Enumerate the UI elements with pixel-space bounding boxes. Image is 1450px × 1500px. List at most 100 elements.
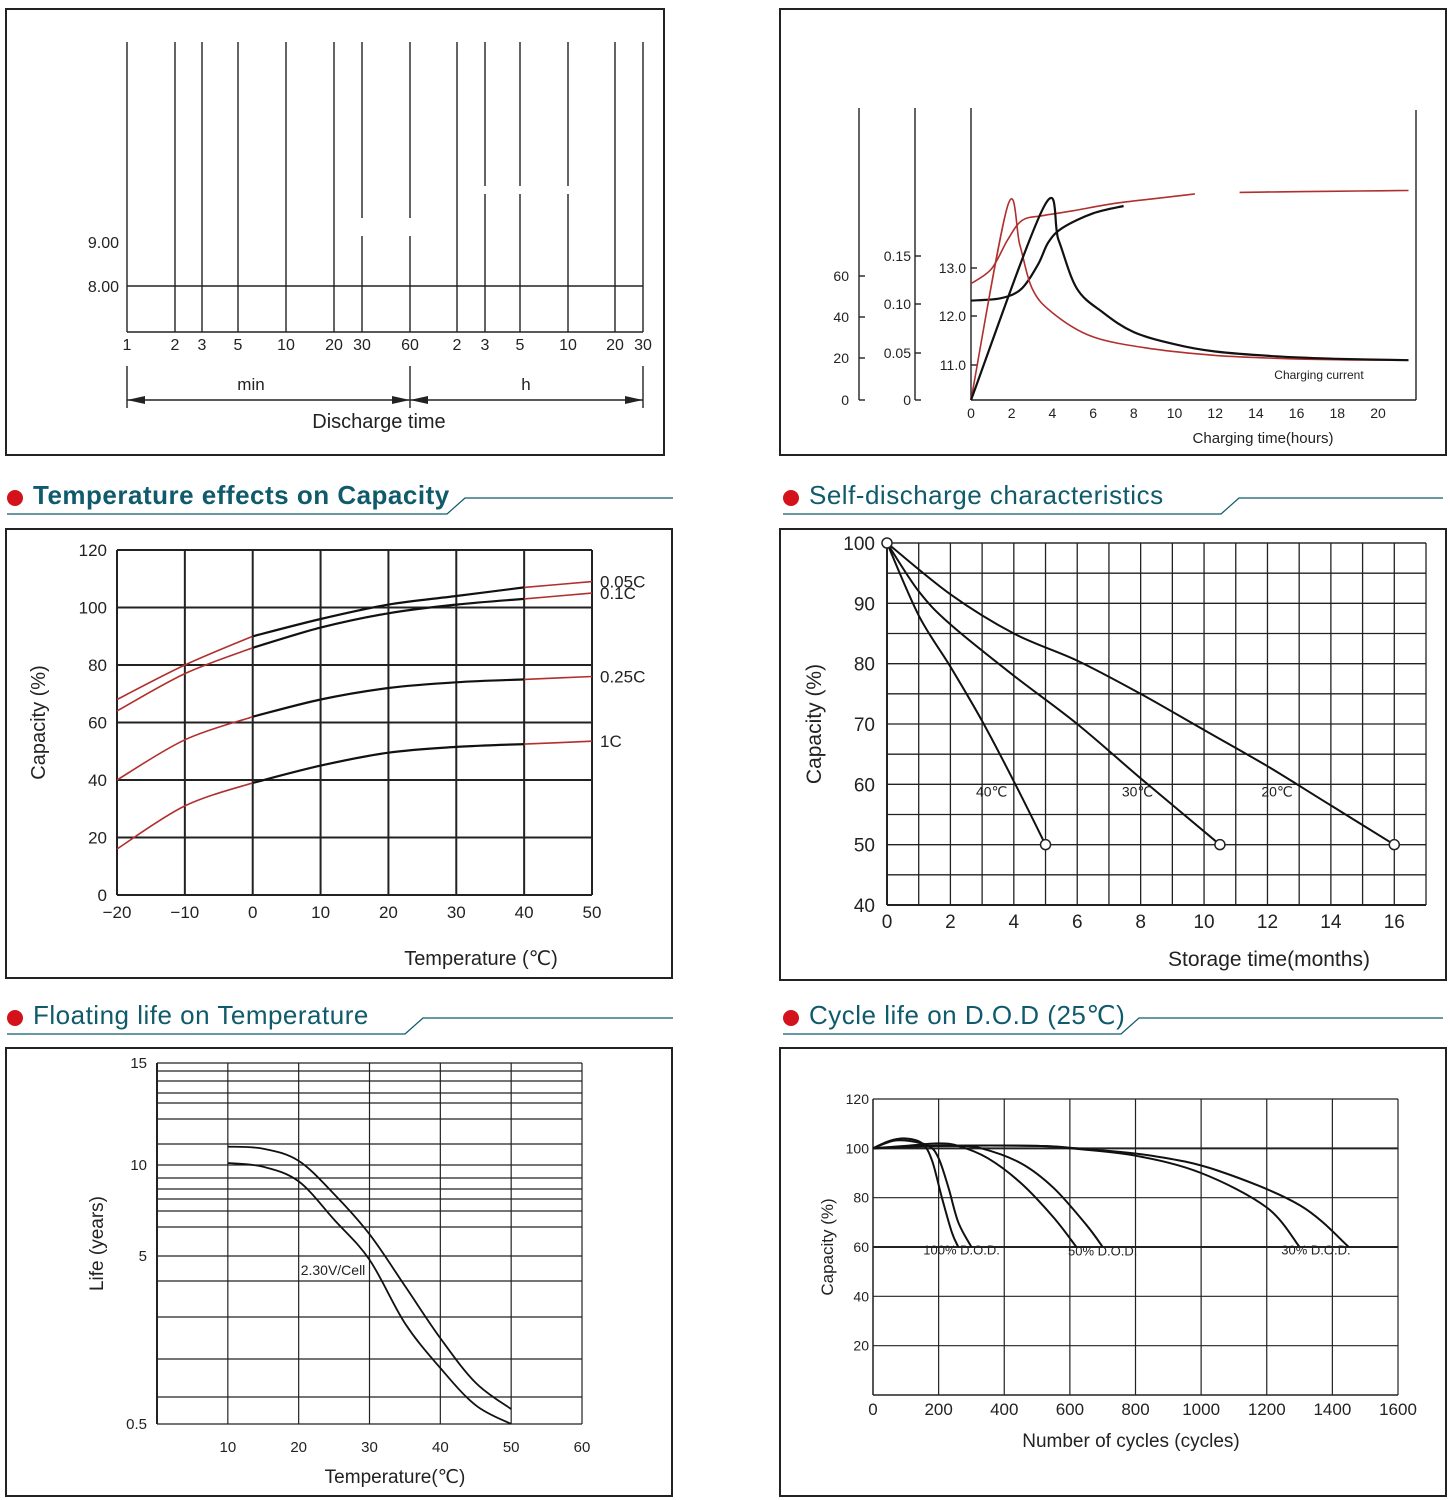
y-tick-label: 8.00 <box>88 279 119 296</box>
bullet-dot <box>7 490 23 506</box>
series-label: 20℃ <box>1261 783 1292 799</box>
y-tick-label: 100 <box>843 534 875 555</box>
series-line <box>872 1137 960 1248</box>
x-axis-title: Charging time(hours) <box>1193 430 1334 447</box>
arrow-head <box>410 396 428 404</box>
x-tick-label: 50 <box>583 903 602 922</box>
title-underline <box>7 1017 673 1035</box>
y-tick-label: 60 <box>833 268 849 284</box>
x-axis-title: Number of cycles (cycles) <box>1022 1431 1240 1452</box>
series-line <box>252 597 525 649</box>
x-tick-label: 3 <box>198 337 207 354</box>
title-underline <box>783 497 1443 515</box>
series-line <box>227 1162 512 1425</box>
x-tick-label: 20 <box>290 1439 307 1456</box>
section-title-self-discharge: Self-discharge characteristics <box>783 480 1443 520</box>
y-tick-label: 70 <box>854 715 875 736</box>
x-tick-label: 8 <box>1135 912 1146 933</box>
series-line <box>969 196 1409 401</box>
series-line <box>252 743 525 784</box>
x-tick-label: 600 <box>1056 1400 1084 1419</box>
y-tick-label: 0.10 <box>884 296 911 312</box>
x-tick-label: 40 <box>432 1439 449 1456</box>
x-tick-label: 2 <box>171 337 180 354</box>
x-tick-label: 60 <box>574 1439 591 1456</box>
series-line <box>116 782 253 850</box>
x-tick-label: 0 <box>967 405 975 421</box>
series-label: 30% D.O.D. <box>1281 1242 1350 1257</box>
y-tick-label: 80 <box>854 655 875 676</box>
x-tick-label: 2 <box>945 912 956 933</box>
y-tick-label: 0 <box>841 392 849 408</box>
x-tick-label: 12 <box>1207 405 1223 421</box>
x-axis-title: Temperature (℃) <box>404 948 558 970</box>
series-line <box>886 542 1047 846</box>
x-tick-label: 10 <box>559 337 577 354</box>
annotation-charging-current: Charging current <box>1274 368 1364 382</box>
series-end-marker <box>1388 838 1401 851</box>
series-line <box>524 740 593 745</box>
series-end-marker <box>1214 838 1226 851</box>
y-tick-label: 60 <box>854 775 875 796</box>
y-tick-label: 10 <box>130 1157 147 1174</box>
section-title-label: Self-discharge characteristics <box>809 480 1164 510</box>
x-axis-title: Discharge time <box>312 411 445 433</box>
series-line <box>872 1144 1104 1248</box>
series-line <box>524 580 593 589</box>
y-tick-label: 50 <box>854 836 875 857</box>
series-line <box>524 675 593 681</box>
y-tick-label: 40 <box>854 896 875 917</box>
x-tick-label: −20 <box>103 903 132 922</box>
series-line <box>872 1142 1078 1248</box>
series-label: 0.1C <box>600 584 636 603</box>
y-tick-label: 20 <box>853 1338 869 1354</box>
series-label: 1C <box>600 732 622 751</box>
y-tick-label: 120 <box>79 541 107 560</box>
x-tick-label: 0 <box>868 1400 877 1419</box>
x-tick-label: 0 <box>248 903 257 922</box>
bullet-dot <box>783 490 799 506</box>
y-tick-label: 80 <box>88 656 107 675</box>
y-tick-label: 0.15 <box>884 248 911 264</box>
x-tick-label: 10 <box>277 337 295 354</box>
y-tick-label: 15 <box>130 1055 147 1072</box>
x-tick-label: 2 <box>1008 405 1016 421</box>
x-tick-label: 10 <box>219 1439 236 1456</box>
y-tick-label: 0.05 <box>884 345 911 361</box>
x-tick-label: 1200 <box>1248 1400 1286 1419</box>
charging-chart: 0 20 40 60 0 0.05 0.10 0.15 11.0 12.0 13.0 0 2 4 6 8 10 1… <box>833 108 1417 447</box>
y-tick-label: 40 <box>833 309 849 325</box>
y-tick-label: 0 <box>98 886 107 905</box>
x-tick-label: 14 <box>1248 405 1264 421</box>
x-tick-label: 12 <box>1257 912 1278 933</box>
series-label: 40℃ <box>976 783 1007 799</box>
x-tick-label: 1600 <box>1379 1400 1417 1419</box>
y-tick-label: 5 <box>139 1248 147 1265</box>
series-line <box>116 635 254 701</box>
floating-life-chart-panel: 15 10 5 0.5 10 20 30 40 50 60 Temperature(℃) Life (… <box>5 1047 673 1497</box>
x-tick-label: −10 <box>170 903 199 922</box>
x-tick-label: 30 <box>353 337 371 354</box>
y-axis-title: Capacity (%) <box>818 1198 837 1295</box>
x-tick-label: 30 <box>447 903 466 922</box>
y-tick-label: 60 <box>88 714 107 733</box>
x-tick-label: 1000 <box>1182 1400 1220 1419</box>
x-tick-label: 16 <box>1289 405 1305 421</box>
series-start-marker <box>881 537 893 549</box>
x-tick-label: 20 <box>1370 405 1386 421</box>
section-title-label: Floating life on Temperature <box>33 1000 369 1030</box>
y-tick-label: 120 <box>846 1091 870 1107</box>
x-tick-label: 6 <box>1089 405 1097 421</box>
unit-label-min: min <box>237 375 264 394</box>
series-line <box>970 197 1409 401</box>
series-line <box>252 678 525 718</box>
x-tick-label: 3 <box>481 337 490 354</box>
x-tick-label: 2 <box>453 337 462 354</box>
self-discharge-chart-panel: 40 50 60 70 80 90 100 0 2 4 6 8 10 12 14 16 Storage time… <box>779 528 1447 981</box>
x-tick-label: 0 <box>882 912 893 933</box>
series-line <box>886 542 1395 846</box>
series-line <box>116 647 253 712</box>
x-tick-label: 60 <box>401 337 419 354</box>
series-line <box>886 542 1221 846</box>
section-title-cycle-life: Cycle life on D.O.D (25℃) <box>783 1000 1443 1040</box>
